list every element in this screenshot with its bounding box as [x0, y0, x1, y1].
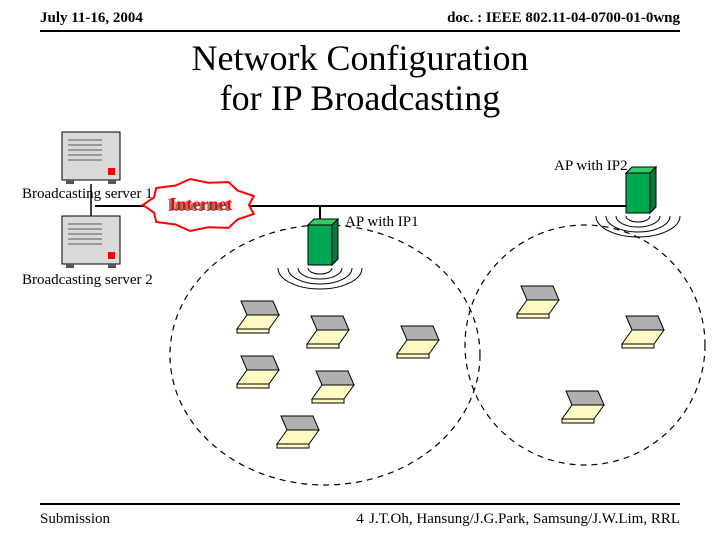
- laptop-cell1-0: [237, 301, 279, 333]
- signal-ap1: [278, 268, 362, 289]
- internet-text: Internet: [170, 194, 233, 214]
- ap2-icon: [626, 167, 656, 213]
- server-bs2: [62, 216, 120, 268]
- laptop-cell1-3: [312, 371, 354, 403]
- label-ap1: AP with IP1: [345, 214, 419, 231]
- label-bs2: Broadcasting server 2: [22, 272, 153, 289]
- laptop-cell1-2: [237, 356, 279, 388]
- slide: July 11-16, 2004 doc. : IEEE 802.11-04-0…: [0, 0, 720, 540]
- laptop-cell1-5: [397, 326, 439, 358]
- footer-right: J.T.Oh, Hansung/J.G.Park, Samsung/J.W.Li…: [369, 511, 680, 528]
- label-internet: Internet Internet: [166, 194, 236, 215]
- label-ap2: AP with IP2: [554, 158, 628, 175]
- coverage-cell2: [465, 225, 705, 465]
- laptop-cell2-2: [562, 391, 604, 423]
- bottom-rule: [40, 503, 680, 505]
- label-bs1: Broadcasting server 1: [22, 186, 153, 203]
- signal-ap2: [596, 216, 680, 237]
- diagram-svg: [0, 0, 720, 540]
- laptop-cell1-4: [277, 416, 319, 448]
- laptop-cell1-1: [307, 316, 349, 348]
- laptop-cell2-1: [622, 316, 664, 348]
- ap1-icon: [308, 219, 338, 265]
- server-bs1: [62, 132, 120, 184]
- laptop-cell2-0: [517, 286, 559, 318]
